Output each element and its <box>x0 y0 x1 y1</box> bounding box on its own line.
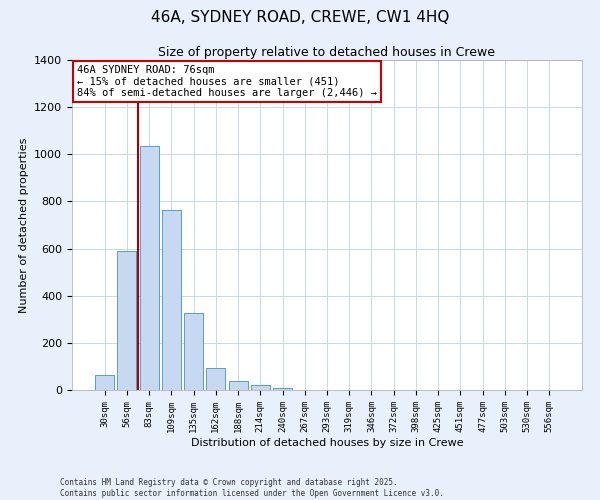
Bar <box>251 386 270 390</box>
Bar <box>273 388 292 390</box>
Text: Contains HM Land Registry data © Crown copyright and database right 2025.
Contai: Contains HM Land Registry data © Crown c… <box>60 478 444 498</box>
Text: 46A SYDNEY ROAD: 76sqm
← 15% of detached houses are smaller (451)
84% of semi-de: 46A SYDNEY ROAD: 76sqm ← 15% of detached… <box>77 65 377 98</box>
Y-axis label: Number of detached properties: Number of detached properties <box>19 138 29 312</box>
Title: Size of property relative to detached houses in Crewe: Size of property relative to detached ho… <box>158 46 496 59</box>
Bar <box>229 380 248 390</box>
Bar <box>206 368 225 390</box>
Bar <box>95 374 114 390</box>
Bar <box>184 314 203 390</box>
Bar <box>118 251 136 390</box>
Bar <box>140 146 158 390</box>
Text: 46A, SYDNEY ROAD, CREWE, CW1 4HQ: 46A, SYDNEY ROAD, CREWE, CW1 4HQ <box>151 10 449 25</box>
Bar <box>162 210 181 390</box>
X-axis label: Distribution of detached houses by size in Crewe: Distribution of detached houses by size … <box>191 438 463 448</box>
